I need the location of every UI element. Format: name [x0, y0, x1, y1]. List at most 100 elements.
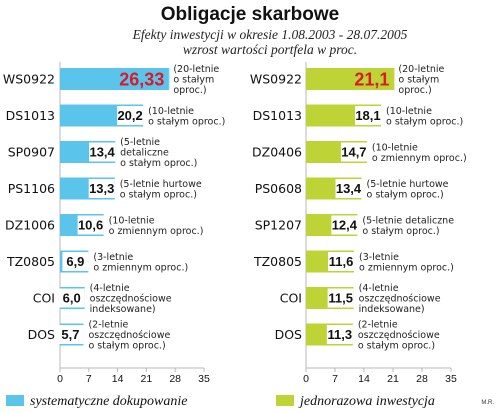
- value-box: [117, 106, 144, 125]
- category-label: SP1207: [255, 218, 302, 233]
- bond-description: (5-letnie detaliczne o stałym oproc.): [362, 215, 454, 237]
- chart-title: Obligacje skarbowe: [161, 4, 339, 25]
- value-box: [88, 179, 115, 198]
- value-label: 13,4: [89, 145, 115, 160]
- bond-description-line: oszczędnościowe: [88, 330, 170, 341]
- value-box: [331, 215, 358, 235]
- value-box: [335, 179, 362, 198]
- value-box: [327, 288, 354, 308]
- bond-description-line: o stałym oproc.): [88, 341, 165, 352]
- bond-description-line: o zmiennym oproc.): [93, 262, 188, 273]
- value-box: [57, 325, 84, 344]
- bar-ws0922: [306, 68, 394, 90]
- bond-description: (5-letnie hurtowe o stałym oproc.): [367, 179, 449, 201]
- bond-description-line: oszczędnościowe: [90, 294, 172, 305]
- category-label: TZ0805: [253, 254, 302, 269]
- category-label: DOS: [28, 327, 55, 342]
- category-label: COI: [280, 291, 302, 306]
- bond-description-line: (4-letnie: [90, 283, 130, 294]
- bond-description: (10-letnie o stałym oproc.): [148, 106, 225, 128]
- bond-description-line: (2-letnie: [88, 320, 128, 331]
- category-label: PS1106: [8, 181, 55, 196]
- value-label: 11,3: [328, 327, 353, 342]
- bond-description: (4-letnie oszczędnościowe indeksowane): [359, 283, 441, 315]
- value-label: 26,33: [119, 70, 164, 90]
- chart-subtitle-line-1: Efekty inwestycji w okresie 1.08.2003 - …: [132, 27, 408, 42]
- panel-1-tick-label: 14: [112, 373, 124, 385]
- value-box: [89, 142, 116, 162]
- bond-description-line: o stałym oproc.): [367, 189, 444, 200]
- bond-description-line: indeksowane): [359, 304, 425, 315]
- panel-2: 0 7 14 21 28 35 WS0922 21,1 (20-letnie o stałym op…: [250, 62, 467, 385]
- value-label: 6,9: [66, 254, 84, 269]
- legend-swatch-1: [6, 395, 24, 406]
- category-label: WS0922: [3, 72, 55, 87]
- bond-description: (10-letnie o zmiennym oproc.): [372, 142, 467, 164]
- bond-description-line: oszczędnościowe: [359, 294, 441, 305]
- chart-legend: systematyczne dokupowanie jednorazowa inw…: [6, 394, 435, 409]
- bond-description-line: o stałym oproc.): [358, 341, 435, 352]
- bond-description-line: (5-letnie: [120, 137, 160, 148]
- bond-description-line: oproc.): [398, 85, 431, 96]
- bond-description-line: indeksowane): [90, 304, 156, 315]
- bond-description-line: o zmiennym oproc.): [372, 153, 467, 164]
- value-label: 5,7: [61, 327, 79, 342]
- value-label: 21,1: [354, 70, 389, 90]
- bond-description-line: detaliczne: [120, 148, 169, 159]
- value-box: [58, 288, 85, 308]
- value-box: [62, 252, 89, 271]
- bond-description-line: o stałym oproc.): [362, 226, 439, 237]
- category-label: DZ1006: [5, 218, 55, 233]
- bond-description-line: o stałym oproc.): [148, 116, 225, 127]
- bond-description-line: (3-letnie: [93, 252, 133, 263]
- bond-description: (5-letnie hurtowe o stałym oproc.): [120, 179, 202, 201]
- value-label: 11,6: [329, 254, 354, 269]
- value-label: 20,2: [117, 108, 142, 123]
- legend-label-2: jednorazowa inwestycja: [298, 394, 435, 409]
- bond-description-line: (5-letnie hurtowe: [367, 179, 449, 190]
- category-label: DS1013: [253, 108, 302, 123]
- bond-description-line: o stałym oproc.): [120, 158, 197, 169]
- bond-description-line: o stałym: [173, 75, 214, 86]
- panel-1-tick-label: 28: [169, 373, 181, 385]
- category-label: PS0608: [255, 181, 302, 196]
- value-label: 13,4: [336, 181, 362, 196]
- bond-description-line: o stałym oproc.): [386, 116, 463, 127]
- panel-2-tick-label: 21: [387, 373, 399, 385]
- bond-description-line: (20-letnie: [398, 64, 444, 75]
- value-label: 6,0: [63, 291, 81, 306]
- category-label: SP0907: [8, 145, 55, 160]
- bond-description: (4-letnie oszczędnościowe indeksowane): [90, 283, 172, 315]
- panel-2-tick-label: 7: [332, 373, 338, 385]
- value-label: 18,1: [355, 108, 380, 123]
- panel-1-tick-label: 7: [86, 373, 92, 385]
- bond-description-line: o stałym oproc.): [120, 189, 197, 200]
- bond-description-line: (20-letnie: [173, 64, 219, 75]
- bond-description-line: o stałym: [398, 75, 439, 86]
- chart-subtitle-line-2: wzrost wartości portfela w proc.: [183, 42, 357, 57]
- value-label: 12,4: [332, 218, 358, 233]
- bond-description-line: (10-letnie: [109, 215, 155, 226]
- bond-description-line: (10-letnie: [386, 106, 432, 117]
- bond-description-line: (10-letnie: [148, 106, 194, 117]
- legend-label-1: systematyczne dokupowanie: [30, 394, 187, 409]
- bond-description: (20-letnie o stałym oproc.): [173, 64, 219, 96]
- panel-1-tick-label: 35: [198, 373, 210, 385]
- bar-end-marker: [393, 68, 395, 90]
- value-label: 11,5: [328, 291, 353, 306]
- bar-end-marker: [168, 68, 170, 90]
- value-label: 13,3: [89, 181, 114, 196]
- category-label: DS1013: [6, 108, 55, 123]
- credit-label: M.R.: [481, 400, 494, 406]
- panel-1-tick-label: 21: [141, 373, 153, 385]
- bond-description: (10-letnie o zmiennym oproc.): [109, 215, 204, 237]
- bond-description-line: o zmiennym oproc.): [359, 262, 454, 273]
- category-label: DZ0406: [252, 145, 302, 160]
- bond-description: (2-letnie oszczędnościowe o stałym oproc.): [88, 320, 170, 352]
- bond-description-line: (2-letnie: [358, 320, 398, 331]
- value-box: [340, 142, 367, 162]
